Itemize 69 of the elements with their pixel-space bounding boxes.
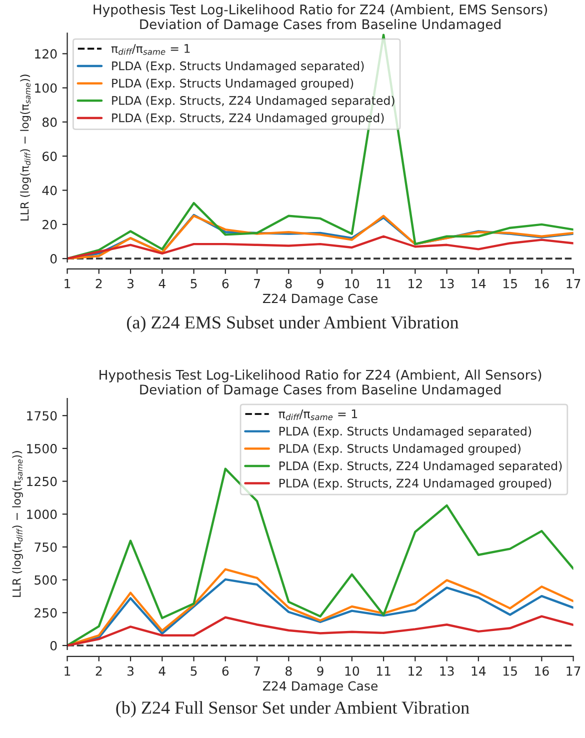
x-tick-label: 13 — [440, 278, 454, 288]
x-tick-label: 1 — [64, 666, 70, 676]
line-series — [67, 235, 574, 260]
legend-label: π$_{diff}$/π$_{same}$ = 1 — [278, 409, 358, 420]
x-tick-label: 13 — [440, 666, 454, 676]
y-tick-label: 750 — [34, 542, 57, 552]
x-tick-label: 10 — [345, 666, 360, 676]
y-tick-label: 1000 — [27, 510, 57, 520]
y-tick-label: 100 — [35, 83, 57, 93]
x-tick-label: 15 — [503, 279, 517, 288]
x-tick-label: 8 — [286, 278, 292, 288]
y-tick-label: 1750 — [27, 411, 57, 421]
y-tick-label: 1250 — [27, 476, 57, 486]
y-axis-title: LLR (log(π$_{diff}$) − log(π$_{same}$)) — [20, 74, 31, 220]
y-tick-label: 0 — [50, 254, 57, 264]
x-tick-label: 16 — [535, 666, 549, 676]
legend-label: PLDA (Exp. Structs Undamaged grouped) — [112, 78, 354, 90]
chart-title: Hypothesis Test Log-Likelihood Ratio for Z24 (Ambient, EMS Sensors) Deviation of Damage Cases from Baseline Undamaged — [94, 4, 548, 32]
x-tick-label: 12 — [408, 278, 422, 288]
x-tick-label: 10 — [345, 278, 360, 288]
legend-label: PLDA (Exp. Structs, Z24 Undamaged grouped) — [279, 478, 552, 490]
y-tick-label: 500 — [34, 575, 57, 585]
y-tick-label: 80 — [42, 117, 57, 127]
x-tick-label: 6 — [222, 666, 229, 676]
line-series — [67, 615, 574, 647]
x-tick-label: 9 — [317, 278, 324, 288]
x-tick-label: 4 — [158, 279, 166, 288]
x-tick-label: 15 — [503, 666, 517, 676]
x-tick-label: 5 — [190, 666, 197, 676]
x-tick-label: 2 — [96, 666, 102, 676]
x-tick-label: 9 — [317, 666, 324, 676]
x-tick-label: 4 — [158, 666, 166, 676]
x-tick-label: 17 — [566, 279, 580, 288]
y-tick-label: 60 — [42, 152, 57, 162]
x-tick-label: 6 — [222, 278, 229, 288]
legend-label: π$_{diff}$/π$_{same}$ = 1 — [111, 44, 190, 55]
y-tick-label: 20 — [42, 220, 57, 230]
legend-label: PLDA (Exp. Structs, Z24 Undamaged separated) — [112, 96, 394, 108]
x-tick-label: 12 — [408, 666, 422, 676]
x-tick-label: 11 — [376, 666, 390, 676]
y-tick-label: 250 — [34, 608, 57, 618]
legend-label: PLDA (Exp. Structs, Z24 Undamaged separated) — [279, 461, 562, 473]
y-axis-title: LLR (log(π$_{diff}$) − log(π$_{same}$)) — [12, 451, 23, 597]
legend-label: PLDA (Exp. Structs Undamaged separated) — [112, 61, 364, 73]
y-tick-label: 120 — [35, 49, 57, 59]
x-tick-label: 17 — [566, 666, 580, 676]
x-tick-label: 3 — [128, 278, 134, 288]
x-tick-label: 2 — [96, 278, 102, 288]
legend-label: PLDA (Exp. Structs Undamaged grouped) — [279, 444, 520, 456]
x-tick-label: 3 — [128, 666, 134, 676]
text: (b) Z24 Full Sensor Set under Ambient Vibration — [116, 701, 470, 718]
x-tick-label: 14 — [472, 279, 486, 288]
legend-label: PLDA (Exp. Structs, Z24 Undamaged grouped) — [112, 113, 384, 125]
x-tick-label: 5 — [190, 279, 197, 288]
x-tick-label: 7 — [254, 279, 260, 288]
y-tick-label: 1500 — [27, 444, 57, 454]
x-tick-label: 7 — [254, 666, 260, 676]
x-axis-title: Z24 Damage Case — [262, 294, 378, 306]
chart-title: Hypothesis Test Log-Likelihood Ratio for Z24 (Ambient, All Sensors) Deviation of Damage Cases from Baseline Undamaged — [100, 370, 542, 398]
x-tick-label: 16 — [535, 278, 549, 288]
text: (a) Z24 EMS Subset under Ambient Vibration — [127, 316, 459, 332]
y-tick-label: 40 — [42, 186, 57, 196]
x-tick-label: 11 — [376, 279, 390, 288]
x-axis-title: Z24 Damage Case — [262, 681, 378, 694]
legend-label: PLDA (Exp. Structs Undamaged separated) — [279, 426, 532, 438]
x-tick-label: 14 — [472, 666, 486, 676]
y-tick-label: 0 — [50, 640, 57, 650]
x-tick-label: 1 — [64, 279, 70, 288]
x-tick-label: 8 — [286, 666, 292, 676]
